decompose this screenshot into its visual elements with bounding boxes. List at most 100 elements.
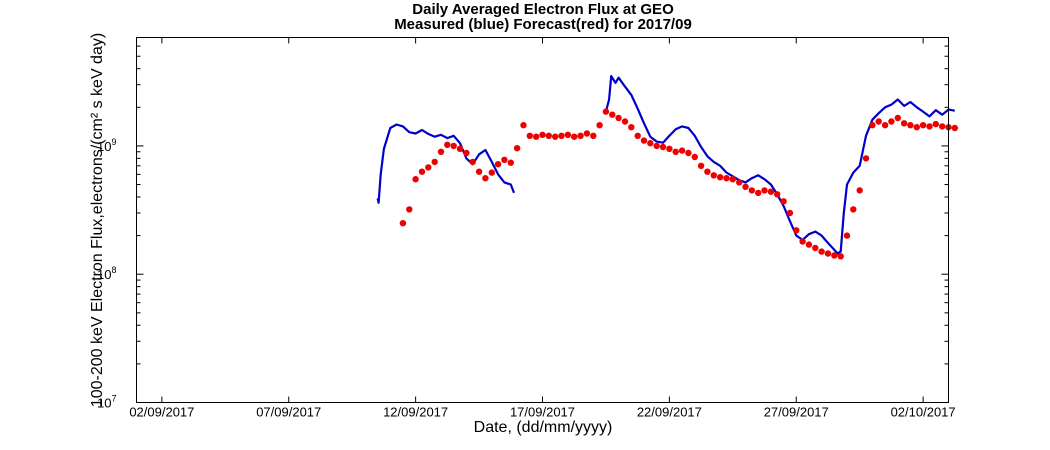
forecast-point <box>577 132 584 139</box>
forecast-point <box>716 174 724 181</box>
forecast-point <box>475 168 483 175</box>
forecast-point <box>678 147 686 154</box>
forecast-point <box>552 133 559 140</box>
forecast-point <box>437 148 445 155</box>
forecast-point <box>900 120 908 127</box>
forecast-point <box>564 131 572 138</box>
forecast-point <box>545 132 552 139</box>
forecast-point <box>869 122 876 129</box>
forecast-point <box>647 140 654 147</box>
chart-title: Daily Averaged Electron Flux at GEO <box>412 1 674 18</box>
forecast-point <box>697 162 705 169</box>
y-tick-label: 107 <box>97 394 116 411</box>
forecast-point <box>824 250 832 257</box>
forecast-point <box>805 241 813 248</box>
forecast-point <box>653 142 660 150</box>
x-tick-label: 02/10/2017 <box>891 405 956 420</box>
y-tick-label: 108 <box>97 265 116 282</box>
forecast-point <box>850 206 857 213</box>
x-tick-label: 27/09/2017 <box>764 405 829 420</box>
forecast-point <box>736 179 743 186</box>
y-tick-exponent: 8 <box>111 265 116 275</box>
forecast-point <box>729 176 736 183</box>
forecast-point <box>685 149 692 157</box>
y-axis-label: 100-200 keV Electron Flux,electrons/(cm²… <box>89 33 106 407</box>
forecast-point <box>951 124 958 132</box>
forecast-point <box>888 118 895 125</box>
forecast-point <box>843 232 851 239</box>
forecast-point <box>907 122 914 129</box>
forecast-point <box>710 172 717 179</box>
y-tick-label: 109 <box>97 137 116 154</box>
measured-line <box>604 75 955 255</box>
forecast-point <box>520 122 527 129</box>
forecast-point <box>418 168 426 175</box>
measured-line <box>376 123 516 204</box>
forecast-point <box>939 123 946 130</box>
forecast-point <box>431 158 438 166</box>
forecast-point <box>666 145 673 152</box>
forecast-point <box>818 248 825 255</box>
forecast-point <box>628 124 635 131</box>
forecast-point <box>583 130 591 137</box>
forecast-point <box>615 114 622 122</box>
x-tick-label: 07/09/2017 <box>256 405 321 420</box>
forecast-point <box>881 122 889 129</box>
series-layer <box>376 75 958 260</box>
forecast-point <box>755 189 762 197</box>
forecast-point <box>767 188 775 195</box>
forecast-point <box>558 132 565 139</box>
forecast-point <box>704 168 711 175</box>
forecast-point <box>412 176 419 183</box>
y-tick-base: 10 <box>97 267 111 282</box>
forecast-point <box>507 159 514 166</box>
y-tick-base: 10 <box>97 139 111 154</box>
forecast-point <box>609 111 616 118</box>
forecast-point <box>761 187 768 194</box>
forecast-point <box>812 244 819 252</box>
forecast-point <box>926 123 933 130</box>
forecast-point <box>406 206 413 213</box>
forecast-point <box>919 122 927 129</box>
forecast-point <box>862 155 870 162</box>
y-tick-exponent: 9 <box>111 137 116 147</box>
forecast-point <box>501 156 508 163</box>
forecast-point <box>913 124 920 131</box>
forecast-point <box>659 143 667 151</box>
x-tick-label: 02/09/2017 <box>129 405 194 420</box>
forecast-point <box>571 133 578 140</box>
forecast-point <box>526 132 533 139</box>
forecast-point <box>691 153 698 161</box>
forecast-point <box>596 122 603 129</box>
forecast-point <box>488 169 495 176</box>
y-tick-exponent: 7 <box>111 394 116 404</box>
forecast-point <box>425 164 432 171</box>
y-tick-base: 10 <box>97 396 111 411</box>
forecast-point <box>482 175 489 182</box>
forecast-point <box>494 161 502 168</box>
forecast-point <box>780 198 787 205</box>
forecast-point <box>513 145 521 152</box>
forecast-point <box>793 227 800 234</box>
forecast-point <box>799 238 806 245</box>
forecast-point <box>875 118 882 125</box>
forecast-point <box>672 148 679 155</box>
forecast-point <box>539 131 546 138</box>
x-axis-label: Date, (dd/mm/yyyy) <box>474 419 613 436</box>
forecast-point <box>463 149 470 157</box>
x-tick-label: 17/09/2017 <box>510 405 575 420</box>
forecast-point <box>837 253 844 260</box>
forecast-point <box>742 183 749 190</box>
x-tick-label: 12/09/2017 <box>383 405 448 420</box>
forecast-point <box>469 158 476 166</box>
chart-subtitle: Measured (blue) Forecast(red) for 2017/0… <box>394 16 692 33</box>
forecast-point <box>932 120 939 128</box>
forecast-point <box>533 133 540 140</box>
forecast-point <box>602 108 610 115</box>
forecast-point <box>774 191 781 198</box>
forecast-point <box>831 252 838 259</box>
forecast-point <box>748 187 755 194</box>
forecast-point <box>723 175 730 182</box>
